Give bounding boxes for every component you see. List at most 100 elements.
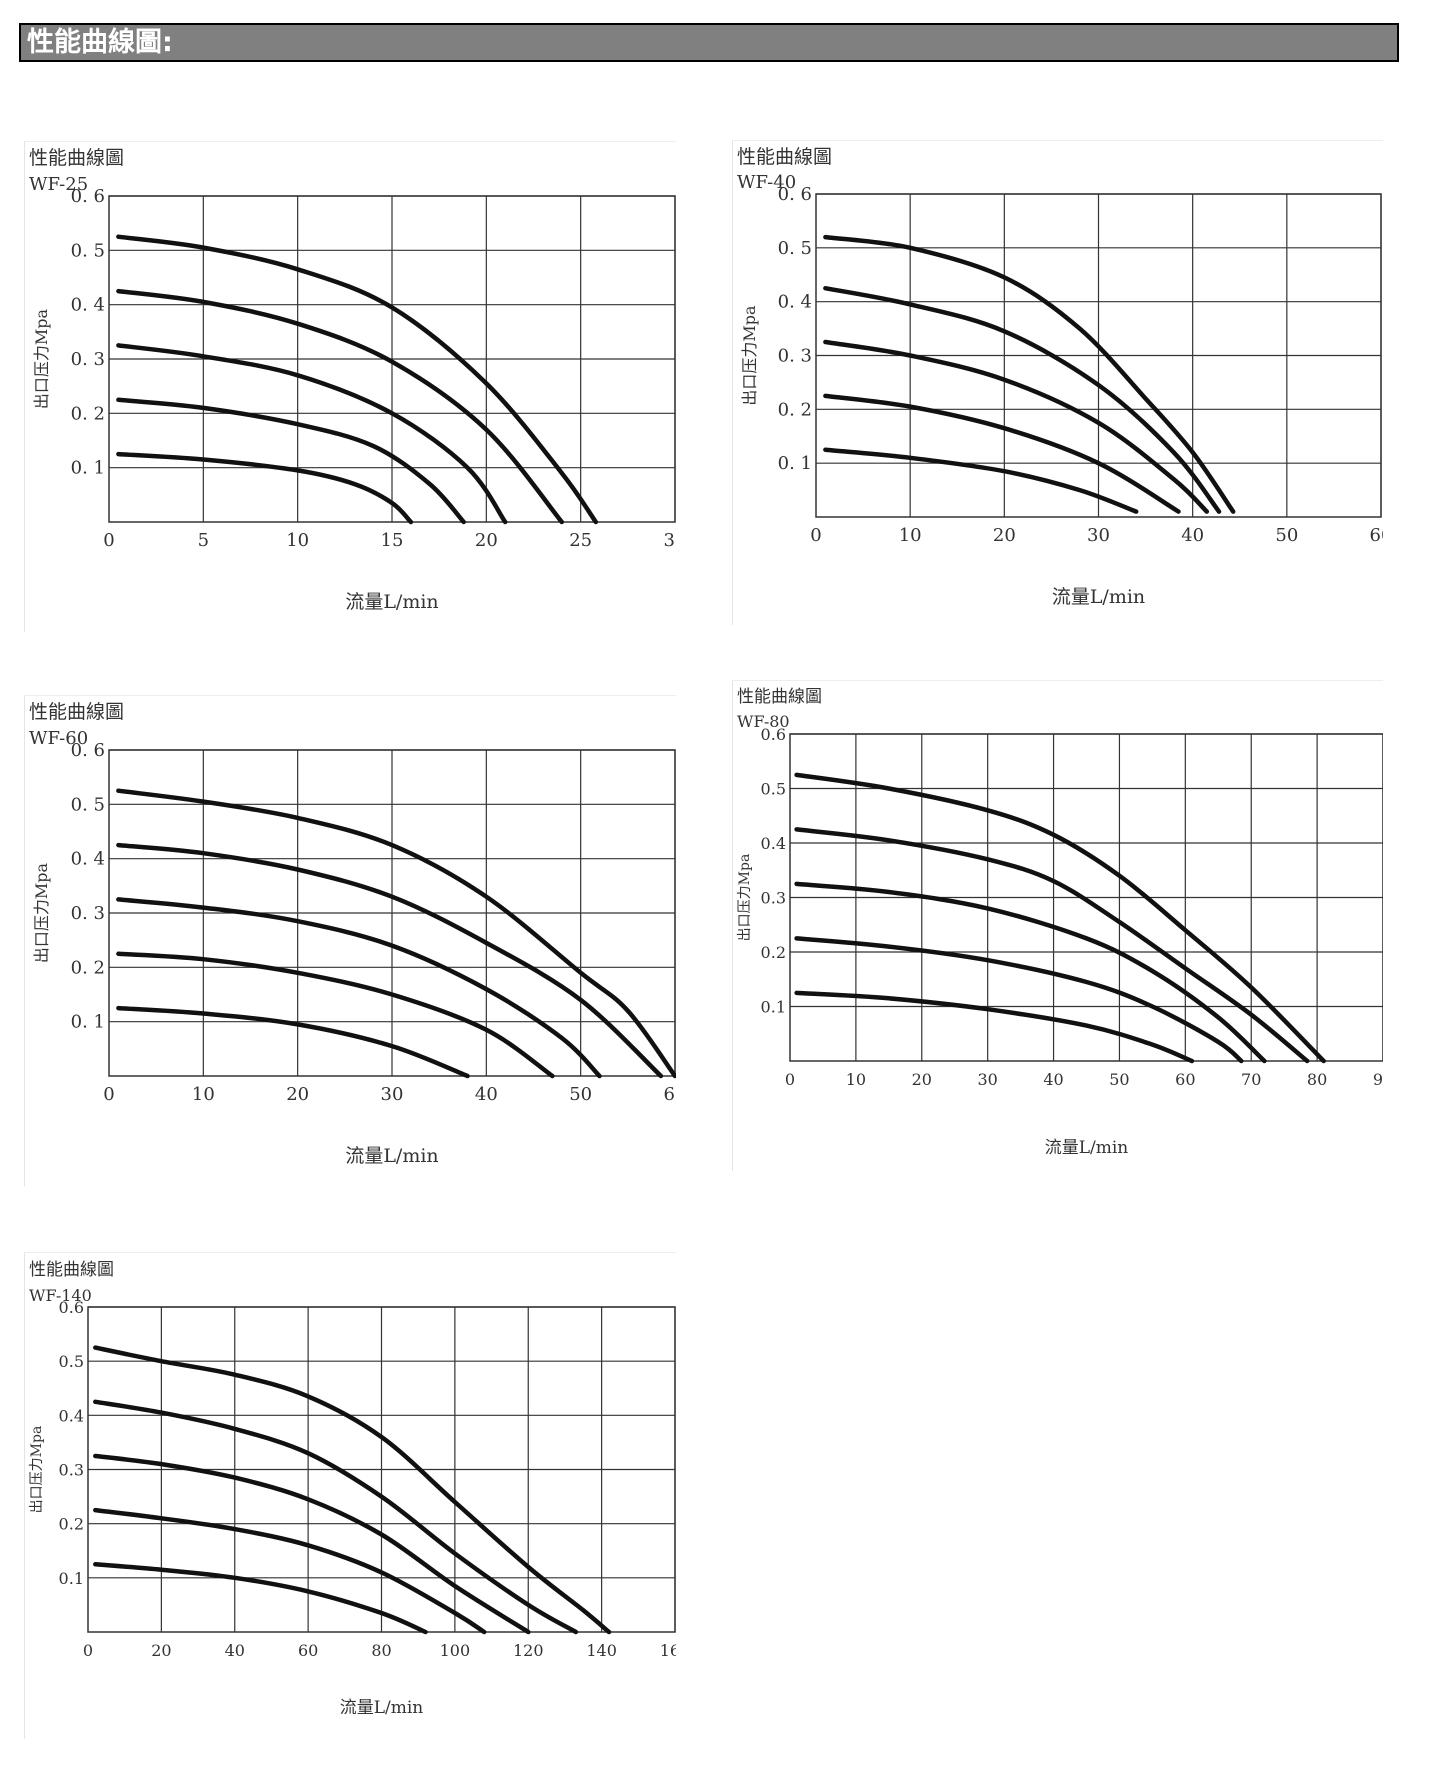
x-axis-label: 流量L/min: [340, 1698, 424, 1718]
x-tick-label: 40: [1181, 525, 1204, 546]
x-tick-label: 80: [1307, 1070, 1327, 1089]
x-tick-label: 5: [198, 530, 209, 551]
x-tick-label: 30: [381, 1084, 404, 1105]
grid: [789, 733, 1383, 1062]
series-line-5: [116, 234, 599, 525]
chart-svg: 性能曲線圖 WF-25 0. 1 0. 2 0. 3 0. 4 0. 5 0. 6 0 5 10 15…: [29, 147, 676, 613]
y-tick-label: 0.2: [59, 1515, 84, 1534]
x-tick-label: 100: [440, 1641, 471, 1660]
x-tick-label: 25: [569, 530, 592, 551]
x-axis-label: 流量L/min: [1052, 586, 1145, 608]
chart-title: 性能曲線圖: [737, 146, 832, 168]
y-tick-label: 0.5: [761, 780, 786, 799]
x-tick-label: 60: [298, 1641, 318, 1660]
y-tick-label: 0.3: [761, 889, 786, 908]
y-tick-label: 0. 6: [71, 740, 105, 761]
plot-frame: [87, 1306, 676, 1633]
y-axis-label: 出口压力Mpa: [32, 308, 51, 409]
x-tick-label: 160: [660, 1641, 676, 1660]
series-line-4: [116, 842, 664, 1079]
series-line-1: [823, 447, 1139, 514]
series-line-5: [823, 234, 1236, 514]
x-tick-label: 50: [1109, 1070, 1129, 1089]
grid: [108, 195, 676, 523]
grid: [87, 1306, 676, 1633]
series-line-4: [823, 285, 1222, 514]
series-line-5: [794, 772, 1326, 1064]
x-tick-label: 20: [475, 530, 498, 551]
x-axis-label: 流量L/min: [345, 1145, 438, 1167]
y-tick-label: 0.6: [761, 725, 786, 744]
y-tick-label: 0. 5: [778, 238, 812, 259]
y-tick-label: 0.4: [761, 834, 786, 853]
series-line-4: [794, 827, 1310, 1064]
x-tick-label: 10: [899, 525, 922, 546]
grid: [815, 193, 1382, 518]
series-line-1: [116, 451, 414, 525]
series-line-3: [794, 881, 1267, 1064]
series-line-1: [794, 990, 1195, 1064]
y-tick-label: 0. 1: [778, 453, 812, 474]
chart-subtitle: WF-60: [29, 728, 88, 749]
chart-title: 性能曲線圖: [29, 147, 124, 169]
chart-svg: 性能曲線圖 WF-60 0. 1 0. 2 0. 3 0. 4 0. 5 0. 6 0 10 20 3…: [29, 701, 676, 1167]
y-tick-label: 0.3: [59, 1461, 84, 1480]
x-tick-label: 30: [977, 1070, 997, 1089]
plot-frame: [815, 193, 1382, 518]
y-tick-label: 0. 6: [778, 184, 812, 205]
x-tick-label: 20: [286, 1084, 309, 1105]
y-tick-label: 0. 3: [71, 349, 105, 370]
series-line-5: [116, 788, 676, 1079]
x-tick-label: 40: [225, 1641, 245, 1660]
chart-subtitle: WF-140: [29, 1286, 92, 1305]
y-tick-label: 0. 1: [71, 1012, 105, 1033]
x-tick-label: 0: [83, 1641, 93, 1660]
x-tick-label: 120: [513, 1641, 544, 1660]
y-tick-label: 0. 2: [71, 403, 105, 424]
x-tick-label: 0: [103, 530, 114, 551]
y-tick-label: 0. 6: [71, 186, 105, 207]
y-tick-label: 0.2: [761, 943, 786, 962]
chart-panel-wf-80: 性能曲線圖 WF-80 0.1 0.2 0.3 0.4 0.5 0.6 0 10 20 30 40 50 6…: [732, 680, 1383, 1171]
x-tick-label: 60: [1175, 1070, 1195, 1089]
x-tick-label: 90: [1373, 1070, 1383, 1089]
series-line-1: [93, 1562, 428, 1635]
section-title: 性能曲線圖:: [19, 23, 1399, 62]
y-axis-label: 出口压力Mpa: [737, 854, 753, 942]
y-axis-label: 出口压力Mpa: [32, 862, 51, 963]
series-line-5: [93, 1345, 612, 1635]
chart-panel-wf-60: 性能曲線圖 WF-60 0. 1 0. 2 0. 3 0. 4 0. 5 0. 6 0 10 20 3…: [24, 695, 676, 1186]
y-axis-label: 出口压力Mpa: [29, 1426, 45, 1514]
x-axis-label: 流量L/min: [345, 591, 438, 613]
y-tick-label: 0. 3: [71, 903, 105, 924]
grid: [108, 749, 676, 1077]
y-tick-label: 0.6: [59, 1298, 84, 1317]
chart-subtitle: WF-40: [737, 172, 796, 193]
chart-title: 性能曲線圖: [29, 701, 124, 723]
x-tick-label: 60: [1370, 525, 1383, 546]
y-tick-label: 0. 5: [71, 794, 105, 815]
chart-subtitle: WF-25: [29, 174, 88, 195]
series-line-3: [93, 1453, 531, 1635]
x-tick-label: 50: [569, 1084, 592, 1105]
y-tick-label: 0.4: [59, 1406, 84, 1425]
y-axis-label: 出口压力Mpa: [740, 305, 759, 406]
y-tick-label: 0.1: [761, 998, 786, 1017]
y-tick-label: 0. 3: [778, 346, 812, 367]
series-line-2: [93, 1507, 487, 1635]
y-tick-label: 0.1: [59, 1569, 84, 1588]
series-line-3: [823, 339, 1210, 514]
chart-title: 性能曲線圖: [737, 687, 822, 707]
series-line-3: [116, 343, 508, 525]
y-tick-label: 0. 5: [71, 240, 105, 261]
x-tick-label: 70: [1241, 1070, 1261, 1089]
series-line-3: [116, 897, 602, 1079]
chart-panel-wf-25: 性能曲線圖 WF-25 0. 1 0. 2 0. 3 0. 4 0. 5 0. 6 0 5 10 15…: [24, 141, 676, 632]
chart-svg: 性能曲線圖 WF-80 0.1 0.2 0.3 0.4 0.5 0.6 0 10 20 30 40 50 6…: [737, 687, 1383, 1158]
chart-subtitle: WF-80: [737, 712, 790, 731]
x-tick-label: 0: [103, 1084, 114, 1105]
plot-frame: [108, 195, 676, 523]
y-tick-label: 0. 2: [778, 399, 812, 420]
y-tick-label: 0. 4: [71, 849, 105, 870]
x-tick-label: 80: [371, 1641, 391, 1660]
